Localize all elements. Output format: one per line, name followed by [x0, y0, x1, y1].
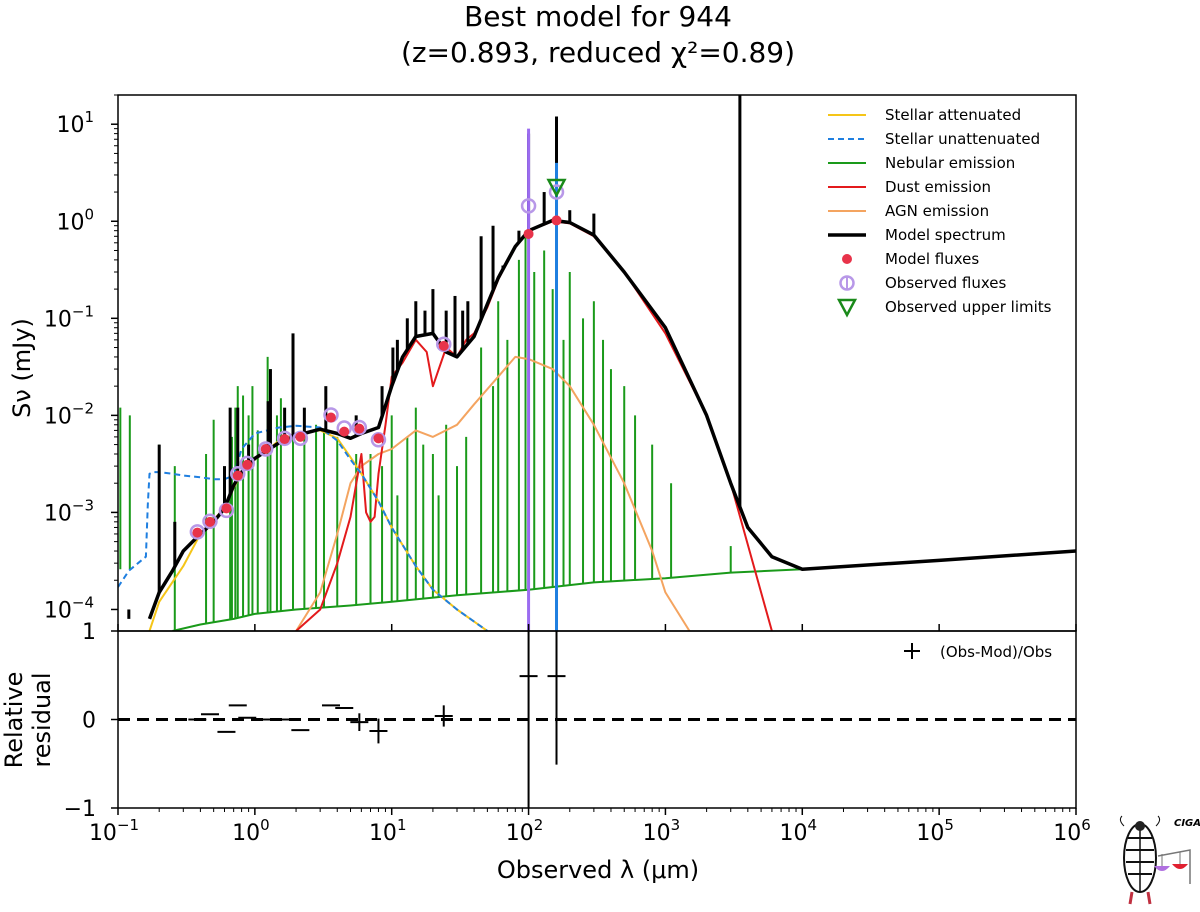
observed-flux-point — [239, 455, 256, 472]
model-flux-point — [551, 215, 562, 226]
observed-flux-point — [276, 430, 293, 447]
x-tick-label: 106 — [1053, 816, 1091, 846]
model-flux-point — [232, 470, 243, 481]
observed-flux-point — [292, 430, 309, 447]
observed-flux-point — [189, 524, 206, 540]
residual-legend-label: (Obs-Mod)/Obs — [940, 643, 1052, 661]
series-model — [147, 218, 1076, 620]
legend-label: Dust emission — [885, 178, 991, 196]
x-axis-label: Observed λ (μm) — [497, 856, 699, 884]
model-flux-point — [192, 527, 203, 538]
observed-flux-point — [351, 419, 368, 436]
model-flux-point — [221, 503, 232, 514]
model-flux-point — [279, 434, 290, 445]
x-tick-label: 10−1 — [89, 816, 139, 846]
model-flux-point — [438, 340, 449, 351]
chart-title-line2: (z=0.893, reduced χ²=0.89) — [401, 36, 795, 69]
observed-flux-point — [548, 184, 565, 200]
legend-label: Stellar unattenuated — [885, 130, 1040, 148]
model-flux-point — [354, 423, 365, 434]
observed-flux-point — [370, 432, 387, 448]
series-agn — [295, 355, 691, 631]
legend-label: Model spectrum — [885, 226, 1006, 244]
plot-area — [118, 95, 1076, 631]
legend: Stellar attenuated Stellar unattenuated Ne… — [828, 106, 1052, 318]
legend-label: Nebular emission — [885, 154, 1015, 172]
model-flux-point — [204, 516, 215, 527]
observed-flux-point — [202, 513, 218, 530]
legend-swatch — [836, 298, 858, 318]
model-flux-point — [325, 412, 336, 423]
y-tick-label: 101 — [56, 108, 94, 138]
main-frame — [117, 94, 1077, 632]
residual-y-label-line2: residual — [28, 672, 56, 767]
model-flux-point — [242, 459, 253, 470]
upper-limit-point — [546, 178, 567, 198]
x-tick-label: 104 — [780, 816, 818, 846]
y-tick-label: 10−4 — [44, 593, 94, 623]
x-tick-label: 102 — [506, 816, 544, 846]
main-plot: 10−4 10−3 10−2 10−1 100 101 — [44, 94, 1077, 632]
x-tick-label: 101 — [369, 816, 407, 846]
y-tick-label: 10−2 — [44, 399, 94, 429]
svg-text:CIGALE: CIGALE — [1174, 818, 1200, 829]
series-stellar-unattenuated — [118, 424, 488, 631]
residual-tick-label: 0 — [82, 709, 96, 734]
y-axis-label: Sν (mJy) — [8, 318, 36, 418]
y-tick-label: 10−3 — [44, 496, 94, 526]
cigale-logo: CIGALE — [1119, 815, 1200, 905]
residual-y-label-line1: Relative — [0, 672, 28, 769]
legend-label: Observed upper limits — [885, 298, 1052, 316]
x-tick-label: 103 — [643, 816, 681, 846]
legend-label: Observed fluxes — [885, 274, 1007, 292]
observed-flux-point — [257, 441, 274, 457]
y-tick-label: 10−1 — [44, 302, 94, 332]
model-flux-point — [339, 426, 350, 437]
legend-label: Model fluxes — [885, 250, 979, 268]
model-flux-point — [295, 431, 306, 442]
legend-label: AGN emission — [885, 202, 989, 220]
residual-tick-label: −1 — [64, 797, 96, 822]
model-flux-point — [373, 433, 384, 444]
legend-swatch — [842, 254, 852, 264]
x-tick-label: 105 — [916, 816, 954, 846]
residual-tick-label: 1 — [82, 620, 96, 645]
series-nebular-continuum — [172, 568, 803, 631]
legend-label: Stellar attenuated — [885, 106, 1021, 124]
y-tick-label: 100 — [56, 205, 94, 235]
x-tick-label: 100 — [232, 816, 270, 846]
model-flux-point — [260, 444, 271, 455]
chart-title-line1: Best model for 944 — [464, 0, 732, 33]
legend-swatch — [839, 275, 855, 291]
observed-flux-point — [520, 198, 537, 214]
model-flux-point — [523, 228, 534, 239]
residual-plot: 10−1 100 101 102 103 104 105 10610−1(Obs-Mod)/O… — [64, 620, 1091, 846]
